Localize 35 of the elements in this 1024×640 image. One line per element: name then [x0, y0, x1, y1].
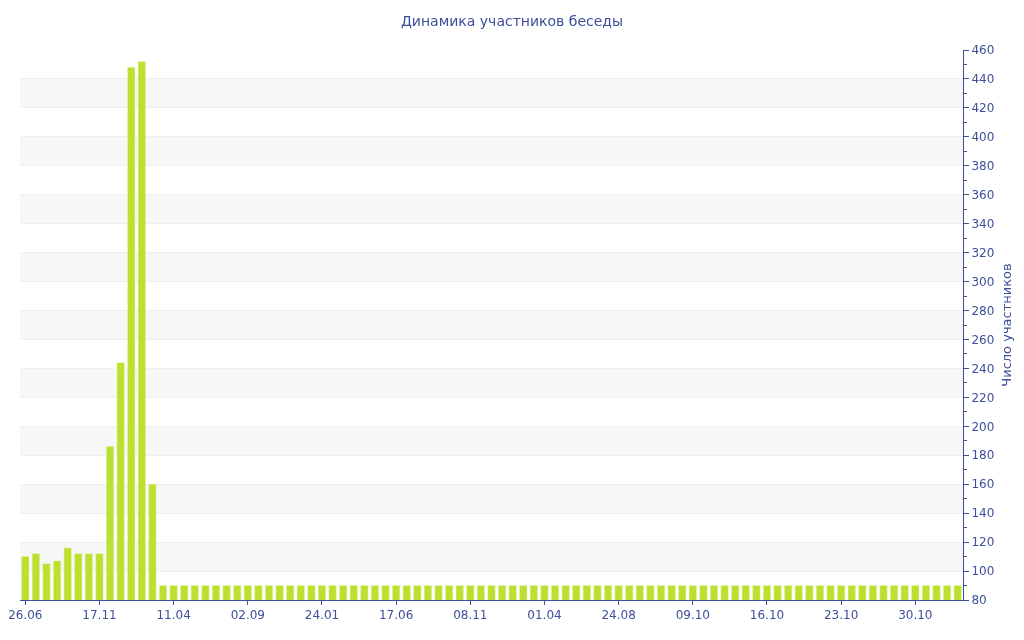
x-tick-label: 23.10 — [823, 608, 859, 623]
x-tick-label: 17.06 — [378, 608, 414, 623]
x-tick-label: 11.04 — [156, 608, 191, 623]
y-tick-label: 280 — [971, 303, 995, 318]
y-tick-label: 240 — [971, 361, 995, 376]
y-tick-label: 260 — [971, 332, 995, 347]
x-tick-label: 24.08 — [601, 608, 636, 623]
y-axis-title: Число участников — [998, 263, 1014, 387]
y-tick-label: 360 — [971, 187, 995, 202]
y-tick-label: 340 — [971, 216, 995, 231]
y-tick-label: 160 — [971, 477, 995, 492]
y-tick-label: 400 — [971, 130, 995, 145]
x-tick-label: 08.11 — [453, 608, 488, 623]
y-tick-label: 460 — [971, 43, 995, 58]
y-tick-label: 220 — [971, 390, 995, 405]
y-tick-label: 320 — [971, 245, 995, 260]
y-tick-label: 380 — [971, 158, 995, 173]
x-tick-label: 09.10 — [675, 608, 710, 623]
x-tick-label: 16.10 — [749, 608, 785, 623]
y-tick-label: 80 — [971, 593, 987, 608]
chart-title: Динамика участников беседы — [400, 12, 624, 29]
x-tick-label: 17.11 — [82, 608, 117, 623]
y-tick-label: 420 — [971, 101, 995, 116]
y-tick-label: 120 — [971, 535, 995, 550]
x-tick-label: 26.06 — [8, 608, 43, 623]
x-tick-label: 02.09 — [230, 608, 265, 623]
y-tick-label: 200 — [971, 419, 995, 434]
x-tick-label: 01.04 — [527, 608, 562, 623]
y-tick-label: 440 — [971, 72, 995, 87]
y-tick-label: 180 — [971, 448, 995, 463]
y-tick-label: 140 — [971, 506, 995, 521]
y-tick-label: 300 — [971, 274, 995, 289]
y-tick-label: 100 — [971, 564, 995, 579]
x-tick-label: 30.10 — [898, 608, 933, 623]
x-tick-label: 24.01 — [304, 608, 340, 623]
